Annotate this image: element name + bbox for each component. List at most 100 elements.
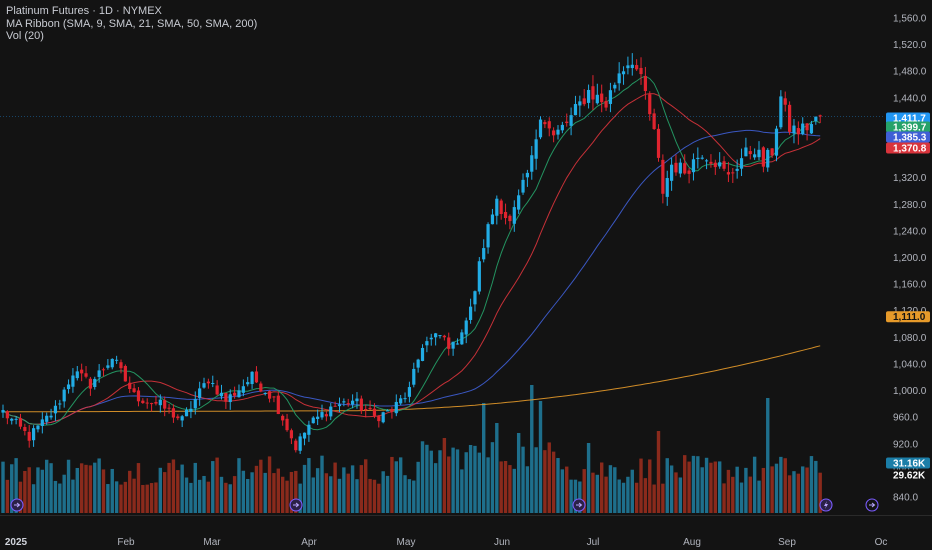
volume-bar [482, 403, 486, 513]
candle [324, 411, 328, 422]
split-event-icon[interactable] [289, 498, 303, 512]
volume-bar [586, 443, 591, 513]
candle [71, 368, 75, 393]
volume-bar [512, 468, 516, 513]
candle [359, 395, 363, 415]
volume-tag: 31.16K [886, 457, 930, 470]
candle [726, 161, 731, 183]
volume-bar [547, 442, 551, 513]
candle [770, 148, 774, 158]
volume-bar [267, 456, 272, 513]
candle [801, 117, 805, 136]
time-tick-label: May [397, 537, 416, 548]
volume-bar [779, 456, 783, 513]
split-event-icon[interactable] [572, 498, 586, 512]
split-event-icon[interactable] [865, 498, 879, 512]
time-tick-label: Apr [301, 537, 317, 548]
volume-bar [40, 469, 45, 513]
candle [193, 391, 197, 415]
volume-bar [1, 461, 5, 513]
volume-bar [368, 478, 372, 513]
volume-bar [232, 476, 237, 513]
volume-tag-label: 31.16K [893, 459, 926, 470]
candle [18, 413, 23, 430]
volume-bar [652, 484, 656, 513]
volume-bar [464, 452, 468, 513]
candle [97, 364, 101, 383]
candle [88, 376, 92, 396]
volume-bar [407, 479, 412, 513]
price-tick-label: 840.0 [893, 493, 918, 504]
volume-bar [503, 460, 508, 513]
volume-bar [390, 456, 394, 513]
volume-bar [84, 464, 88, 513]
volume-bar [359, 465, 364, 513]
volume-bar [669, 465, 674, 513]
volume-bar [97, 458, 101, 513]
volume-bar [385, 475, 390, 513]
ma-ribbon-label[interactable]: MA Ribbon (SMA, 9, SMA, 21, SMA, 50, SMA… [6, 17, 258, 30]
candle [455, 338, 460, 345]
volume-bar [101, 469, 106, 513]
volume-bar [543, 450, 547, 513]
candle [477, 257, 481, 295]
volume-bar [569, 479, 573, 513]
volume-bar [149, 483, 154, 513]
candle [263, 392, 267, 396]
candle [128, 376, 132, 394]
volume-bar [551, 451, 556, 513]
volume-label[interactable]: Vol (20) [6, 30, 44, 42]
candle [377, 415, 381, 428]
candle [75, 366, 79, 381]
volume-bar [158, 467, 163, 513]
lightning-event-icon[interactable] [819, 498, 833, 512]
time-tick-label: Jul [587, 537, 600, 548]
volume-bar [556, 458, 560, 513]
candle [36, 425, 40, 433]
volume-bar [180, 464, 184, 513]
volume-bar [128, 470, 132, 513]
candle [552, 127, 556, 143]
candle [154, 395, 158, 406]
candle [167, 404, 171, 414]
candle [517, 189, 521, 214]
volume-bar [285, 480, 289, 513]
candle [355, 392, 359, 409]
volume-bar [560, 469, 565, 513]
price-axis[interactable]: 1,560.0 1,520.0 1,480.0 1,440.0 1,320.0 1,280… [893, 14, 927, 504]
volume-bar [45, 459, 49, 513]
candle [796, 121, 800, 145]
candle [521, 173, 525, 195]
volume-bar [691, 455, 696, 513]
volume-bar [320, 455, 324, 513]
price-tag-label: 1,385.3 [893, 133, 927, 144]
candle [285, 413, 289, 432]
volume-bar [634, 482, 639, 513]
candle [368, 400, 372, 411]
volume-bar [219, 476, 224, 513]
price-tick-label: 1,560.0 [893, 14, 927, 25]
candle [704, 158, 709, 170]
volume-bar [818, 472, 822, 513]
volume-bar [259, 459, 263, 513]
split-event-icon[interactable] [10, 498, 24, 512]
time-tick-label: Sep [778, 537, 796, 548]
volume-tag-label: 29.62K [893, 471, 926, 482]
candle [420, 344, 425, 362]
volume-bar [792, 471, 796, 513]
volume-bar [805, 467, 809, 513]
volume-bar [499, 461, 503, 513]
candle [569, 107, 573, 136]
candle [621, 66, 626, 85]
symbol-title[interactable]: Platinum Futures · 1D · NYMEX [6, 5, 162, 17]
volume-bar [53, 480, 58, 513]
candle [372, 403, 377, 419]
volume-bar [433, 463, 438, 513]
volume-bar [438, 450, 442, 513]
volume-bar [683, 455, 687, 513]
time-axis[interactable]: 2025 Feb Mar Apr May Jun Jul Aug Sep Oc [5, 537, 888, 548]
candle [731, 168, 735, 184]
candle [346, 398, 350, 407]
event-markers[interactable] [10, 498, 879, 512]
